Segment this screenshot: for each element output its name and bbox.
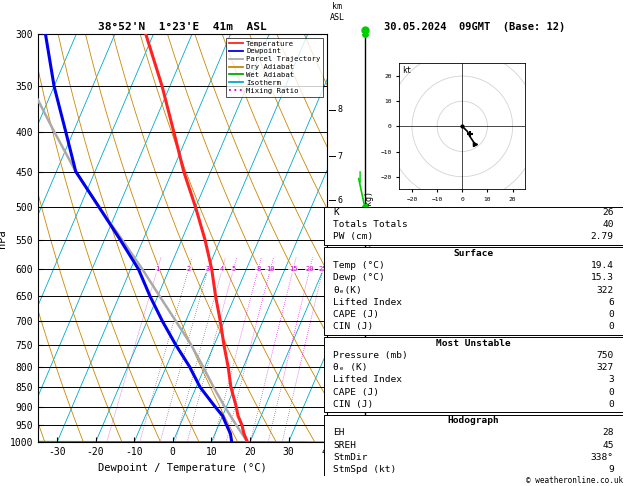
Text: 2: 2: [187, 266, 191, 272]
Text: Pressure (mb): Pressure (mb): [333, 351, 408, 360]
Text: 338°: 338°: [591, 453, 614, 462]
Text: 1: 1: [337, 402, 342, 411]
Text: PW (cm): PW (cm): [333, 232, 373, 242]
Text: 10: 10: [266, 266, 275, 272]
Bar: [324, 415, 623, 478]
Text: Most Unstable: Most Unstable: [436, 339, 511, 347]
Text: Totals Totals: Totals Totals: [333, 220, 408, 229]
Text: K: K: [333, 208, 338, 217]
Text: 9: 9: [608, 465, 614, 474]
Text: 15.3: 15.3: [591, 273, 614, 282]
Text: 4: 4: [337, 276, 342, 285]
Text: 40: 40: [602, 220, 614, 229]
Text: θₑ (K): θₑ (K): [333, 363, 367, 372]
Bar: [324, 207, 623, 244]
Text: 6: 6: [608, 298, 614, 307]
Y-axis label: hPa: hPa: [0, 229, 6, 247]
Text: Hodograph: Hodograph: [447, 416, 499, 425]
Text: Dewp (°C): Dewp (°C): [333, 273, 385, 282]
Text: 5: 5: [337, 235, 342, 244]
Text: Surface: Surface: [454, 249, 493, 258]
Text: 3: 3: [206, 266, 210, 272]
Text: 19.4: 19.4: [591, 261, 614, 270]
Text: 322: 322: [596, 285, 614, 295]
Text: CIN (J): CIN (J): [333, 322, 373, 331]
Text: 4: 4: [220, 266, 225, 272]
Text: 20: 20: [306, 266, 314, 272]
Text: 45: 45: [602, 441, 614, 450]
Text: 8: 8: [337, 105, 342, 114]
Text: EH: EH: [333, 429, 345, 437]
Text: Mixing Ratio (g/kg): Mixing Ratio (g/kg): [365, 191, 374, 286]
Text: StmDir: StmDir: [333, 453, 367, 462]
Text: 2: 2: [337, 362, 342, 371]
Bar: [324, 247, 623, 334]
Text: 38°52'N  1°23'E  41m  ASL: 38°52'N 1°23'E 41m ASL: [98, 21, 267, 32]
Text: θₑ(K): θₑ(K): [333, 285, 362, 295]
Text: CIN (J): CIN (J): [333, 400, 373, 409]
Text: 327: 327: [596, 363, 614, 372]
Text: © weatheronline.co.uk: © weatheronline.co.uk: [526, 475, 623, 485]
Text: 5: 5: [231, 266, 236, 272]
Text: 0: 0: [608, 388, 614, 397]
Text: km
ASL: km ASL: [330, 2, 345, 22]
Text: 0: 0: [608, 310, 614, 319]
Text: 750: 750: [596, 351, 614, 360]
Text: 3: 3: [608, 375, 614, 384]
Text: 28: 28: [602, 429, 614, 437]
Text: 3: 3: [337, 317, 342, 326]
Text: Lifted Index: Lifted Index: [333, 298, 402, 307]
Text: 15: 15: [289, 266, 298, 272]
Text: 0: 0: [608, 400, 614, 409]
Text: CAPE (J): CAPE (J): [333, 388, 379, 397]
Text: StmSpd (kt): StmSpd (kt): [333, 465, 396, 474]
Text: 7: 7: [337, 152, 342, 160]
Legend: Temperature, Dewpoint, Parcel Trajectory, Dry Adiabat, Wet Adiabat, Isotherm, Mi: Temperature, Dewpoint, Parcel Trajectory…: [226, 37, 323, 97]
Text: 30.05.2024  09GMT  (Base: 12): 30.05.2024 09GMT (Base: 12): [384, 21, 565, 32]
Text: 6: 6: [337, 196, 342, 205]
X-axis label: Dewpoint / Temperature (°C): Dewpoint / Temperature (°C): [98, 463, 267, 473]
Text: SREH: SREH: [333, 441, 356, 450]
Text: 26: 26: [602, 208, 614, 217]
Text: Lifted Index: Lifted Index: [333, 375, 402, 384]
Text: 0: 0: [608, 322, 614, 331]
Bar: [324, 337, 623, 412]
Text: 1: 1: [155, 266, 160, 272]
Text: Temp (°C): Temp (°C): [333, 261, 385, 270]
Text: 8: 8: [256, 266, 260, 272]
Text: LCL: LCL: [345, 433, 359, 441]
Text: CAPE (J): CAPE (J): [333, 310, 379, 319]
Text: 2.79: 2.79: [591, 232, 614, 242]
Text: 25: 25: [319, 266, 327, 272]
Text: kt: kt: [402, 66, 411, 75]
